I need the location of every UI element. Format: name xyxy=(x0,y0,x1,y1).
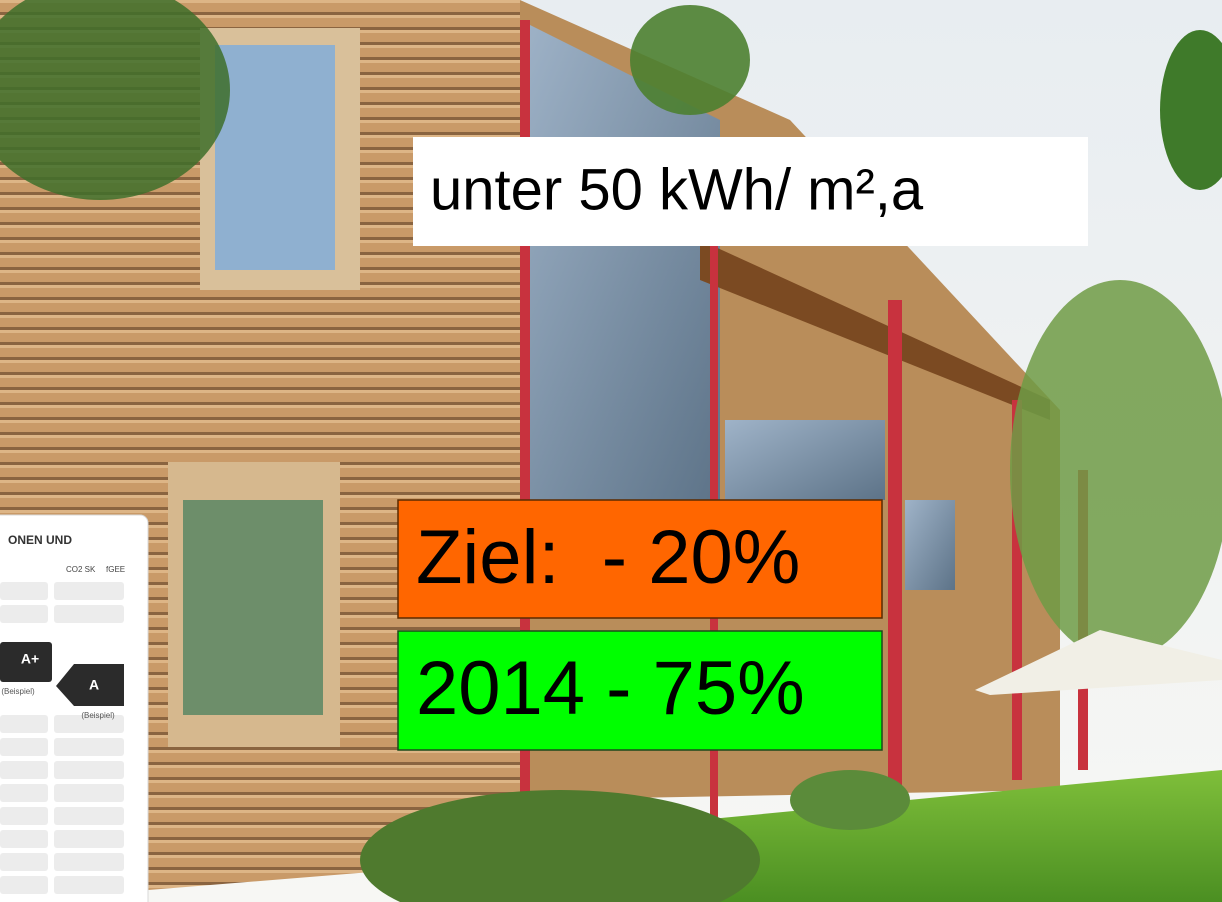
column-header: CO2 SK xyxy=(66,565,96,574)
headline: unter 50 kWh/ m²,a xyxy=(430,157,924,222)
page: ONEN UND CO2 SK fGEE A+ (Beispiel) A (Be… xyxy=(0,0,1222,902)
column-header: fGEE xyxy=(106,565,125,574)
class-label: A xyxy=(89,677,99,693)
class-label: A+ xyxy=(21,651,39,667)
reduction-text: 2014 - 75% xyxy=(416,646,805,731)
slide: ONEN UND CO2 SK fGEE A+ (Beispiel) A (Be… xyxy=(0,0,1222,902)
class-note: (Beispiel) xyxy=(1,687,35,696)
photo xyxy=(0,0,1222,902)
target-text: Ziel: - 20% xyxy=(416,515,800,600)
class-note: (Beispiel) xyxy=(81,711,115,720)
label-heading: ONEN UND xyxy=(8,533,72,547)
energy-label: ONEN UND CO2 SK fGEE A+ (Beispiel) A (Be… xyxy=(0,515,148,902)
